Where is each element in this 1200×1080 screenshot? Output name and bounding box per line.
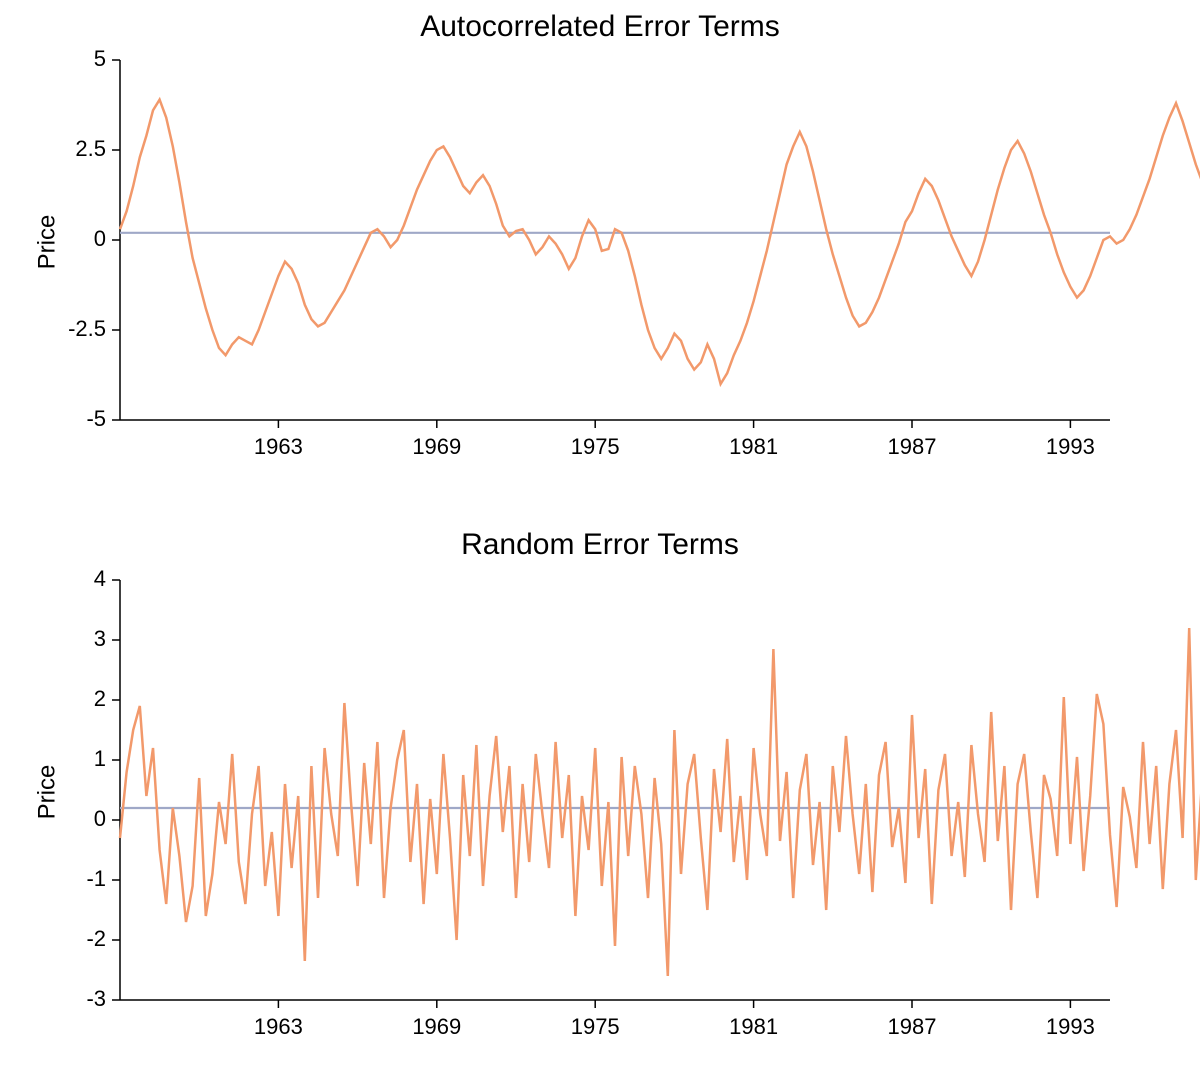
svg-text:1993: 1993 bbox=[1046, 1014, 1095, 1039]
svg-text:1975: 1975 bbox=[571, 434, 620, 459]
svg-text:-2.5: -2.5 bbox=[68, 316, 106, 341]
top-chart-title: Autocorrelated Error Terms bbox=[0, 10, 1200, 44]
bottom-chart-title: Random Error Terms bbox=[0, 528, 1200, 562]
bottom-chart-svg: -3-2-101234 196319691975198119871993 bbox=[120, 580, 1110, 1040]
svg-text:1975: 1975 bbox=[571, 1014, 620, 1039]
svg-text:1981: 1981 bbox=[729, 1014, 778, 1039]
svg-text:-2: -2 bbox=[86, 926, 106, 951]
svg-text:1993: 1993 bbox=[1046, 434, 1095, 459]
svg-text:1969: 1969 bbox=[412, 434, 461, 459]
bottom-y-ticks: -3 -2 -1 0 1 2 3 4 bbox=[86, 566, 120, 1011]
svg-text:-5: -5 bbox=[86, 406, 106, 431]
bottom-y-axis-label: Price bbox=[33, 765, 61, 820]
top-y-axis-label: Price bbox=[33, 215, 61, 270]
top-series-line bbox=[120, 60, 1200, 384]
top-x-ticks: 1963 1969 1975 1981 1987 1993 bbox=[254, 420, 1095, 459]
svg-text:1963: 1963 bbox=[254, 1014, 303, 1039]
svg-text:5: 5 bbox=[94, 46, 106, 71]
svg-text:2.5: 2.5 bbox=[75, 136, 106, 161]
bottom-series-line bbox=[120, 628, 1200, 976]
svg-text:3: 3 bbox=[94, 626, 106, 651]
top-y-ticks: -5 -2.5 0 2.5 5 bbox=[68, 46, 120, 431]
top-chart-svg: -5-2.502.55 196319691975198119871993 bbox=[120, 60, 1110, 460]
svg-text:0: 0 bbox=[94, 806, 106, 831]
svg-text:1963: 1963 bbox=[254, 434, 303, 459]
svg-text:1981: 1981 bbox=[729, 434, 778, 459]
svg-text:-1: -1 bbox=[86, 866, 106, 891]
svg-text:0: 0 bbox=[94, 226, 106, 251]
svg-text:2: 2 bbox=[94, 686, 106, 711]
svg-text:4: 4 bbox=[94, 566, 106, 591]
svg-text:-3: -3 bbox=[86, 986, 106, 1011]
svg-text:1987: 1987 bbox=[888, 434, 937, 459]
bottom-x-ticks: 1963 1969 1975 1981 1987 1993 bbox=[254, 1000, 1095, 1039]
svg-text:1969: 1969 bbox=[412, 1014, 461, 1039]
svg-text:1987: 1987 bbox=[888, 1014, 937, 1039]
svg-text:1: 1 bbox=[94, 746, 106, 771]
